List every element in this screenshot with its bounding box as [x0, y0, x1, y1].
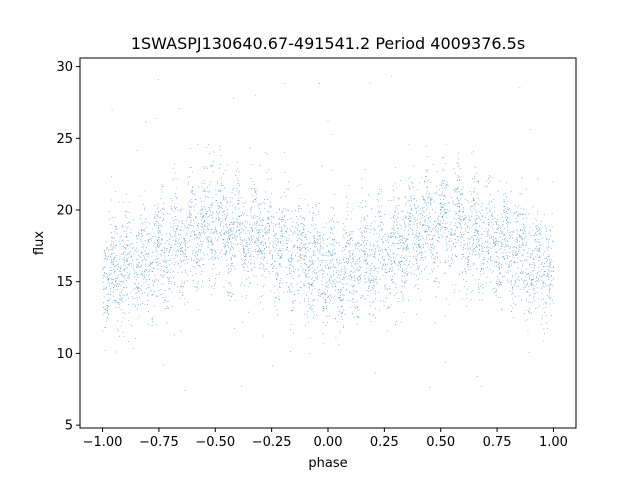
y-tick-label: 25 [56, 132, 73, 147]
y-axis: 5 10 15 20 25 30 [56, 60, 80, 434]
x-tick-label: 0.50 [426, 435, 455, 450]
chart-title: 1SWASPJ130640.67-491541.2 Period 4009376… [131, 34, 525, 53]
x-tick-label: 0.00 [314, 435, 343, 450]
x-tick-label: 0.75 [483, 435, 512, 450]
x-tick-label: −0.75 [139, 435, 179, 450]
y-tick-label: 15 [56, 275, 73, 290]
y-tick-label: 5 [65, 419, 73, 434]
y-axis-label: flux [32, 231, 47, 255]
y-tick-label: 30 [56, 60, 73, 75]
x-tick-label: 1.00 [539, 435, 568, 450]
y-tick-label: 20 [56, 204, 73, 219]
y-tick-label: 10 [56, 347, 73, 362]
x-axis-label: phase [308, 456, 347, 471]
x-tick-label: −1.00 [83, 435, 123, 450]
x-tick-label: 0.25 [370, 435, 399, 450]
x-tick-label: −0.25 [252, 435, 292, 450]
x-axis: −1.00 −0.75 −0.50 −0.25 0.00 0.25 0.50 0.75 1.00 [83, 428, 568, 450]
x-tick-label: −0.50 [195, 435, 235, 450]
